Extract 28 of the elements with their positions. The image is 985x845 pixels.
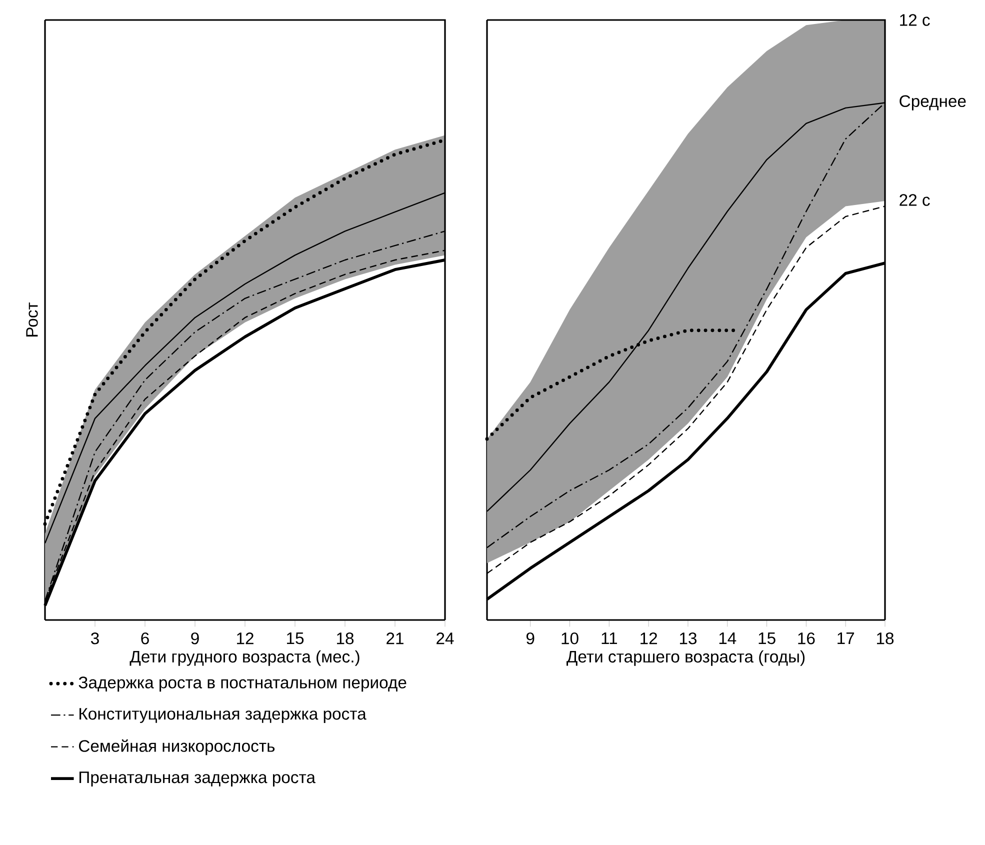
x-tick-label: 18 <box>337 632 354 644</box>
x-tick-label: 18 <box>877 632 894 644</box>
x-axis-title: Дети грудного возраста (мес.) <box>130 650 360 666</box>
x-tick-label: 3 <box>91 632 99 644</box>
x-axis-title: Дети старшего возраста (годы) <box>566 650 805 666</box>
text: Среднее <box>900 95 966 110</box>
x-tick-label: 14 <box>719 632 736 644</box>
legend-label: Пренатальная задержка роста <box>80 772 316 786</box>
y-axis-title: Рост <box>26 302 38 336</box>
x-tick-label: 16 <box>798 632 815 644</box>
x-tick-label: 17 <box>838 632 854 644</box>
x-tick-label: 15 <box>287 632 304 644</box>
x-tick-label: 6 <box>141 632 149 644</box>
x-tick-label: 12 <box>640 632 657 644</box>
x-tick-label: 12 <box>237 632 254 644</box>
x-tick-label: 15 <box>758 632 776 644</box>
legend-label: Задержка роста в постнатальном периоде <box>78 676 406 692</box>
x-tick-label: 24 <box>436 632 454 644</box>
legend-label: Конституциональная задержка роста <box>80 708 366 723</box>
x-tick-label: 9 <box>191 632 199 644</box>
x-tick-label: 13 <box>680 632 697 644</box>
x-tick-label: 9 <box>526 632 534 644</box>
x-tick-label: 11 <box>602 632 617 644</box>
x-tick-label: 21 <box>386 632 404 644</box>
x-tick-label: 10 <box>562 632 578 644</box>
text: 12 с <box>900 14 930 26</box>
legend-label: Семейная низкорослость <box>79 739 275 756</box>
text: 22 с <box>900 194 930 206</box>
